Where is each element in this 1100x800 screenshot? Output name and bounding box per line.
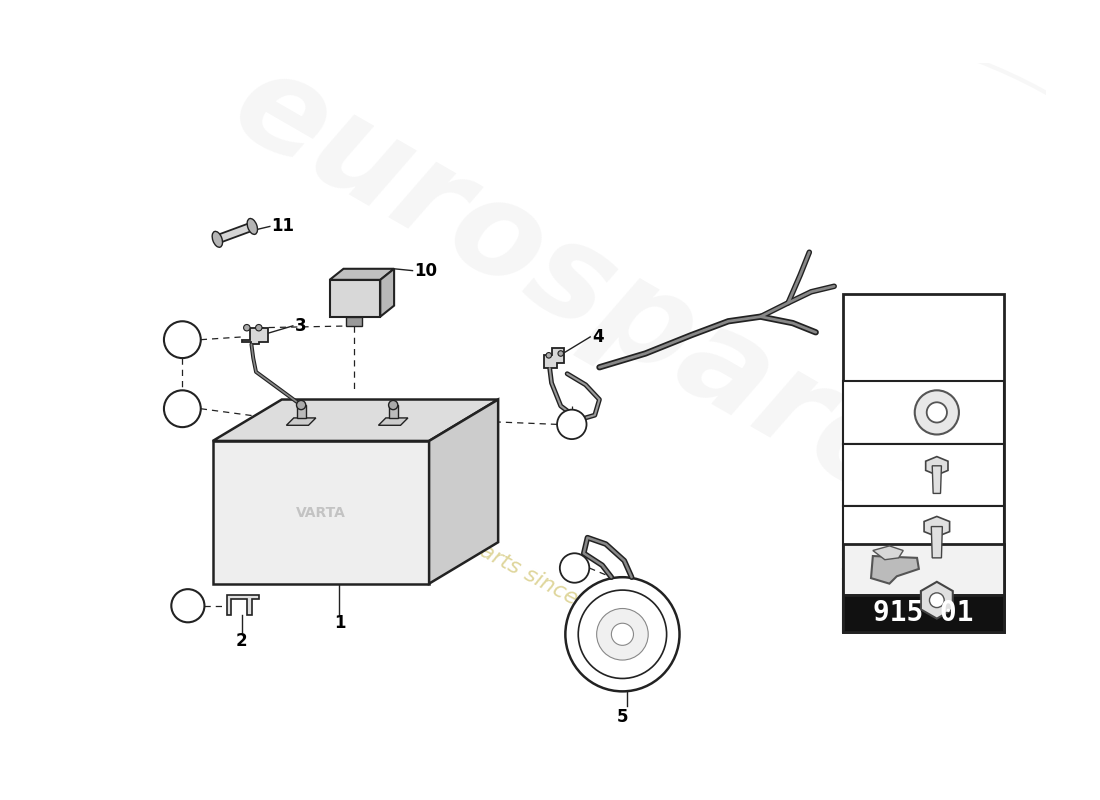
Polygon shape (212, 399, 498, 441)
Text: eurospares: eurospares (211, 39, 998, 566)
Circle shape (565, 578, 680, 691)
Circle shape (558, 350, 563, 356)
Circle shape (297, 401, 306, 410)
Polygon shape (346, 317, 362, 326)
Text: 11: 11 (272, 218, 295, 235)
Text: 10: 10 (415, 262, 438, 280)
FancyBboxPatch shape (844, 444, 1004, 506)
FancyBboxPatch shape (844, 381, 1004, 444)
Circle shape (164, 322, 201, 358)
Circle shape (546, 353, 551, 358)
Text: 5: 5 (617, 708, 628, 726)
FancyBboxPatch shape (844, 569, 1004, 631)
FancyBboxPatch shape (844, 594, 1004, 631)
Text: 8: 8 (569, 561, 580, 575)
Polygon shape (871, 556, 918, 584)
Text: 4: 4 (592, 328, 604, 346)
Polygon shape (932, 466, 942, 494)
Circle shape (926, 402, 947, 422)
Polygon shape (242, 328, 268, 344)
Circle shape (930, 593, 944, 607)
Polygon shape (227, 594, 258, 615)
Polygon shape (297, 405, 306, 418)
Circle shape (612, 623, 634, 646)
Polygon shape (330, 280, 381, 317)
Circle shape (388, 401, 398, 410)
Polygon shape (926, 457, 948, 475)
Circle shape (255, 325, 262, 331)
Polygon shape (932, 526, 943, 558)
Ellipse shape (248, 218, 257, 234)
Text: 7: 7 (852, 466, 866, 485)
Text: 6: 6 (852, 528, 866, 547)
Text: 8: 8 (566, 417, 578, 432)
Text: 6: 6 (183, 597, 194, 614)
Polygon shape (921, 582, 953, 618)
Circle shape (596, 609, 648, 660)
Circle shape (164, 390, 201, 427)
Polygon shape (388, 405, 398, 418)
Polygon shape (330, 269, 394, 280)
Text: 8: 8 (852, 590, 866, 610)
Polygon shape (212, 441, 429, 584)
Text: VARTA: VARTA (296, 506, 345, 520)
Text: 9: 9 (176, 400, 188, 418)
FancyBboxPatch shape (844, 544, 1004, 594)
FancyBboxPatch shape (844, 506, 1004, 569)
Circle shape (557, 410, 586, 439)
Text: 915 01: 915 01 (873, 599, 974, 627)
Text: 1: 1 (334, 614, 345, 632)
Ellipse shape (915, 594, 958, 606)
Polygon shape (872, 546, 903, 560)
Circle shape (915, 390, 959, 434)
Ellipse shape (212, 231, 222, 247)
Polygon shape (381, 269, 394, 317)
Circle shape (579, 590, 667, 678)
Text: a passion for parts since 1985: a passion for parts since 1985 (331, 464, 638, 639)
Text: 3: 3 (295, 317, 306, 335)
Text: 2: 2 (235, 632, 248, 650)
Polygon shape (544, 348, 564, 368)
Text: 9: 9 (852, 403, 866, 422)
Polygon shape (429, 399, 498, 584)
Text: 7: 7 (176, 330, 188, 349)
Circle shape (172, 589, 205, 622)
Polygon shape (924, 517, 949, 537)
Circle shape (243, 325, 250, 331)
Polygon shape (286, 418, 316, 426)
Polygon shape (216, 222, 254, 243)
Circle shape (560, 554, 590, 582)
Polygon shape (378, 418, 408, 426)
